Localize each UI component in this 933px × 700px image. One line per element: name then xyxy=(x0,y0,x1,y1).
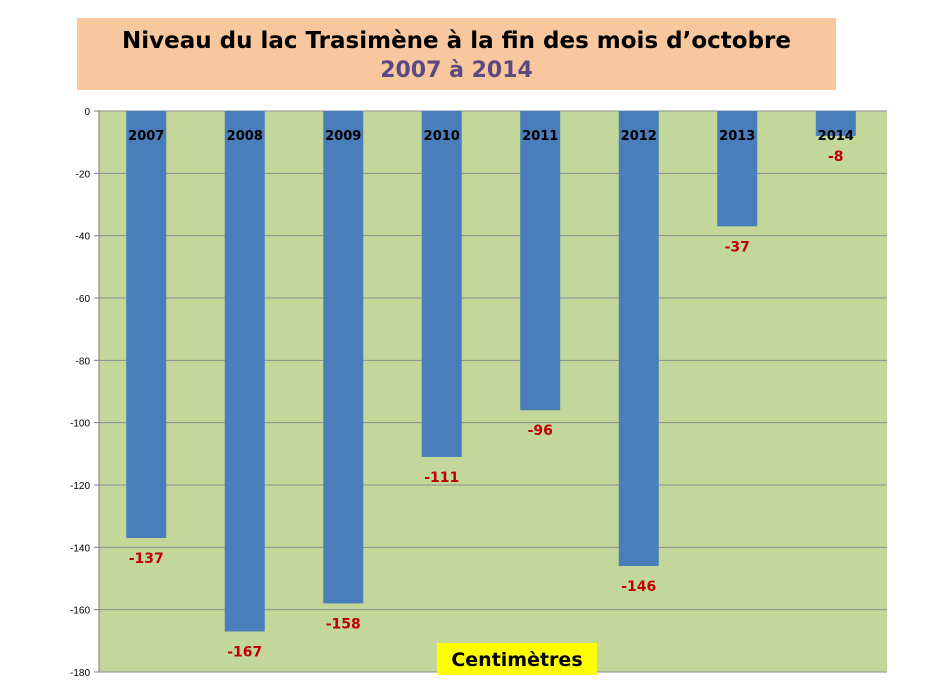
y-tick-label: 0 xyxy=(84,107,90,118)
data-label: -111 xyxy=(424,470,459,486)
x-category-label: 2009 xyxy=(325,129,361,144)
y-tick-label: -40 xyxy=(76,232,91,243)
bar-2007 xyxy=(126,111,167,538)
bars xyxy=(126,111,856,632)
data-label: -37 xyxy=(725,239,750,255)
y-axis-unit-label: Centimètres xyxy=(451,649,583,671)
x-category-label: 2012 xyxy=(621,129,657,144)
chart-title: Niveau du lac Trasimène à la fin des moi… xyxy=(122,28,791,54)
y-tick-label: -60 xyxy=(76,294,91,305)
x-category-label: 2013 xyxy=(719,129,755,144)
data-label: -8 xyxy=(828,149,844,165)
bar-2010 xyxy=(421,111,462,457)
y-tick-label: -80 xyxy=(76,356,91,367)
data-label: -137 xyxy=(129,551,164,567)
bar-2014 xyxy=(815,111,856,136)
plot-area xyxy=(99,111,887,672)
bar-2013 xyxy=(717,111,758,227)
data-label: -158 xyxy=(326,616,361,632)
labels: 2007 -137 2008 -167 2009 -158 2010 -111 2011 -96 2… xyxy=(128,129,854,660)
x-category-label: 2007 xyxy=(128,129,164,144)
x-category-label: 2014 xyxy=(818,129,854,144)
data-label: -167 xyxy=(227,644,262,660)
chart-title-box: Niveau du lac Trasimène à la fin des moi… xyxy=(77,18,836,90)
y-tick-label: -100 xyxy=(70,419,90,430)
data-label: -96 xyxy=(528,423,553,439)
data-label: -146 xyxy=(621,579,656,595)
bar-2009 xyxy=(323,111,364,604)
y-tick-label: -120 xyxy=(70,481,90,492)
y-axis: 0 -20 -40 -60 -80 -100 -120 -140 -160 -180 xyxy=(70,107,100,679)
y-tick-label: -140 xyxy=(70,543,90,554)
chart-subtitle: 2007 à 2014 xyxy=(380,58,533,83)
y-tick-label: -160 xyxy=(70,606,90,617)
unit-label-box: Centimètres xyxy=(437,643,597,675)
y-tick-label: -20 xyxy=(76,169,91,180)
x-category-label: 2011 xyxy=(522,129,558,144)
y-tick-label: -180 xyxy=(70,668,90,679)
x-category-label: 2008 xyxy=(227,129,263,144)
bar-2008 xyxy=(224,111,265,632)
bar-2012 xyxy=(618,111,659,567)
x-category-label: 2010 xyxy=(424,129,460,144)
bar-2011 xyxy=(520,111,561,411)
